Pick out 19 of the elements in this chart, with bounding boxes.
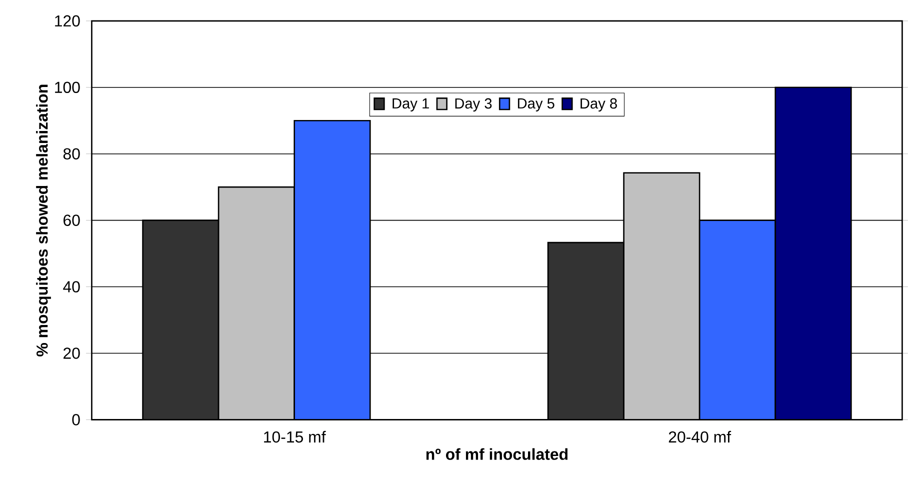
y-tick-label: 100: [55, 82, 80, 93]
bar: [294, 120, 371, 420]
x-tick-label: 10-15 mf: [264, 430, 326, 442]
y-axis-title: % mosquitoes showed melanization: [36, 84, 51, 356]
y-tick-label: 60: [64, 214, 80, 226]
y-tick-label: 120: [55, 15, 80, 26]
legend-label: Day 8: [580, 98, 617, 112]
bar: [698, 219, 776, 420]
x-axis-title: nº of mf inoculated: [426, 448, 568, 460]
legend-label: Day 1: [392, 98, 429, 112]
bar: [142, 219, 220, 420]
legend-label: Day 5: [518, 98, 554, 112]
bar: [547, 242, 624, 420]
y-tick-label: 80: [63, 148, 80, 160]
x-tick-label: 20-40 mf: [668, 430, 732, 442]
y-tick-label: 0: [72, 414, 80, 426]
y-tick-label: 20: [64, 347, 80, 359]
y-tick-label: 40: [63, 280, 80, 292]
legend-label: Day 3: [455, 98, 492, 112]
